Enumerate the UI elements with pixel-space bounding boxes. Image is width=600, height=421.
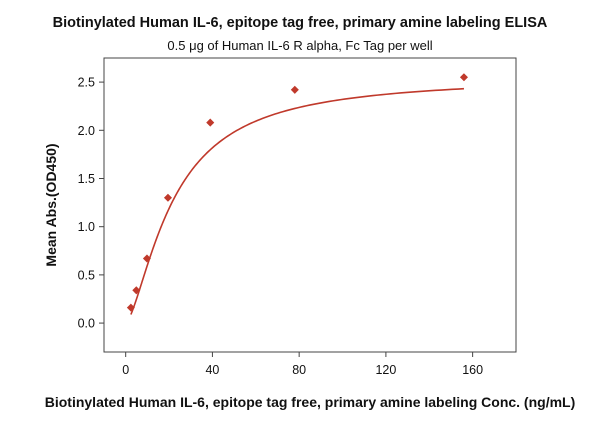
x-axis: 0 40 80 120 160 <box>122 352 483 377</box>
y-tick-label: 0.5 <box>78 268 95 282</box>
x-tick-label: 80 <box>292 363 306 377</box>
y-axis-label: Mean Abs.(OD450) <box>43 143 59 266</box>
fit-curve <box>130 87 465 315</box>
data-point <box>206 118 215 127</box>
x-tick-label: 0 <box>122 363 129 377</box>
plot-area <box>103 57 517 353</box>
data-points <box>126 73 468 312</box>
x-tick-label: 120 <box>375 363 396 377</box>
x-axis-label: Biotinylated Human IL-6, epitope tag fre… <box>45 394 576 410</box>
chart-subtitle: 0.5 μg of Human IL-6 R alpha, Fc Tag per… <box>167 38 432 53</box>
y-tick-label: 2.0 <box>78 124 95 138</box>
fit-curve-layer <box>130 87 465 315</box>
data-point <box>459 73 468 82</box>
data-point <box>126 303 135 312</box>
data-point <box>290 85 299 94</box>
y-tick-label: 0.0 <box>78 317 95 331</box>
y-tick-label: 1.5 <box>78 172 95 186</box>
data-point <box>132 286 141 295</box>
chart-title: Biotinylated Human IL-6, epitope tag fre… <box>53 15 548 31</box>
data-point <box>142 254 151 263</box>
plot-frame <box>103 57 517 353</box>
data-point <box>163 193 172 202</box>
x-tick-label: 160 <box>462 363 483 377</box>
y-tick-label: 1.0 <box>78 220 95 234</box>
y-axis: 0.0 0.5 1.0 1.5 2.0 2.5 <box>78 76 104 331</box>
y-tick-label: 2.5 <box>78 76 95 90</box>
x-tick-label: 40 <box>205 363 219 377</box>
